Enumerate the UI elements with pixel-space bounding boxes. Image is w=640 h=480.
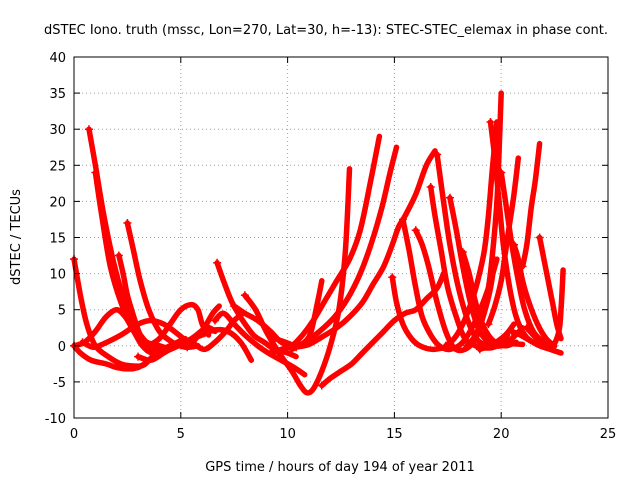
series-marker-arc-04 bbox=[84, 125, 93, 134]
series-arc-12 bbox=[184, 303, 222, 350]
series-arc-39 bbox=[477, 339, 526, 353]
y-tick-label: 0 bbox=[58, 340, 66, 355]
x-axis-title: GPS time / hours of day 194 of year 2011 bbox=[205, 460, 475, 475]
series-marker-arc-09 bbox=[144, 341, 153, 350]
x-tick-label: 5 bbox=[177, 427, 185, 442]
series-arc-21 bbox=[319, 270, 447, 389]
series-marker-arc-16 bbox=[240, 291, 249, 300]
y-tick-label: 5 bbox=[58, 304, 66, 319]
x-tick-label: 10 bbox=[279, 427, 296, 442]
y-tick-label: 30 bbox=[49, 123, 66, 138]
series-marker-arc-06 bbox=[114, 251, 123, 260]
series-marker-arc-12 bbox=[183, 343, 192, 352]
series-marker-arc-35 bbox=[518, 262, 527, 271]
series-arc-35 bbox=[519, 140, 543, 270]
series-arc-26 bbox=[434, 151, 517, 348]
x-tick-label: 20 bbox=[493, 427, 510, 442]
x-tick-label: 0 bbox=[70, 427, 78, 442]
series-marker-arc-22 bbox=[398, 215, 407, 224]
y-tick-label: -10 bbox=[45, 412, 66, 427]
series-arc-38 bbox=[524, 267, 566, 350]
chart-title: dSTEC Iono. truth (mssc, Lon=270, Lat=30… bbox=[44, 23, 608, 38]
series-marker-arc-15 bbox=[210, 316, 219, 325]
x-tick-label: 15 bbox=[386, 427, 403, 442]
series-marker-arc-28 bbox=[458, 247, 467, 256]
series-marker-arc-36 bbox=[535, 233, 544, 242]
series-arc-05 bbox=[92, 169, 173, 353]
y-axis-title: dSTEC / TECUs bbox=[9, 189, 24, 285]
series-layer bbox=[70, 90, 566, 396]
series-marker-arc-18 bbox=[266, 349, 275, 358]
series-arc-20 bbox=[293, 148, 438, 350]
series-marker-arc-07 bbox=[123, 219, 132, 228]
series-arc-19 bbox=[289, 144, 400, 353]
series-marker-arc-14 bbox=[230, 302, 239, 311]
series-arc-30 bbox=[464, 90, 504, 349]
series-marker-arc-21 bbox=[317, 381, 326, 390]
y-tick-label: 10 bbox=[49, 268, 66, 283]
series-marker-arc-05 bbox=[91, 168, 100, 177]
series-marker-arc-08 bbox=[78, 338, 87, 347]
series-arc-03 bbox=[71, 343, 148, 372]
series-marker-arc-32 bbox=[497, 168, 506, 177]
series-marker-arc-33 bbox=[484, 320, 493, 329]
y-tick-label: 25 bbox=[49, 159, 66, 174]
series-arc-13 bbox=[214, 260, 299, 360]
series-marker-arc-23 bbox=[388, 273, 397, 282]
series-marker-arc-10 bbox=[134, 352, 143, 361]
series-marker-arc-39 bbox=[475, 345, 484, 354]
series-marker-arc-27 bbox=[445, 193, 454, 202]
series-arc-33 bbox=[485, 155, 522, 327]
series-marker-arc-17 bbox=[270, 334, 279, 343]
series-marker-arc-38 bbox=[522, 323, 531, 332]
y-tick-label: 15 bbox=[49, 232, 66, 247]
series-arc-08 bbox=[79, 317, 188, 350]
series-arc-34 bbox=[511, 241, 558, 349]
y-tick-label: 20 bbox=[49, 195, 66, 210]
series-arc-23 bbox=[389, 274, 449, 353]
series-arc-29 bbox=[442, 119, 500, 349]
tick-layer: 0 5 10 15 20 25 -10 -5 0 5 10 15 20 25 30 35 40 bbox=[45, 51, 617, 442]
series-marker-arc-30 bbox=[463, 341, 472, 350]
series-arc-18 bbox=[267, 133, 383, 356]
series-marker-arc-24 bbox=[411, 226, 420, 235]
series-arc-37 bbox=[509, 328, 564, 356]
series-arc-09 bbox=[146, 301, 212, 349]
series-arc-16 bbox=[242, 166, 353, 396]
series-arc-28 bbox=[460, 249, 519, 349]
series-marker-arc-37 bbox=[507, 327, 516, 336]
series-marker-arc-31 bbox=[486, 117, 495, 126]
series-marker-arc-20 bbox=[292, 343, 301, 352]
series-marker-arc-29 bbox=[441, 341, 450, 350]
x-tick-label: 25 bbox=[600, 427, 617, 442]
series-marker-arc-25 bbox=[426, 182, 435, 191]
series-marker-arc-13 bbox=[213, 258, 222, 267]
series-marker-arc-34 bbox=[510, 240, 519, 249]
y-tick-label: 40 bbox=[49, 51, 66, 66]
y-tick-label: 35 bbox=[49, 87, 66, 102]
y-tick-label: -5 bbox=[53, 376, 66, 391]
series-marker-arc-11 bbox=[168, 341, 177, 350]
series-marker-arc-26 bbox=[433, 150, 442, 159]
